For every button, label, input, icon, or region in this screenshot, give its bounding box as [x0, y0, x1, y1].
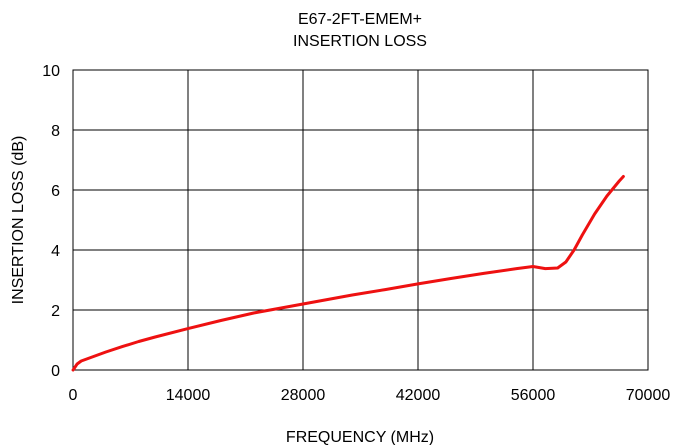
x-tick-label: 70000: [626, 387, 671, 404]
y-tick-label: 4: [51, 243, 60, 260]
y-tick-label: 2: [51, 303, 60, 320]
y-tick-label: 6: [51, 183, 60, 200]
x-tick-label: 0: [69, 387, 78, 404]
y-tick-label: 0: [51, 363, 60, 380]
x-tick-label: 56000: [511, 387, 556, 404]
chart-title-line2: INSERTION LOSS: [293, 33, 427, 50]
x-tick-label: 28000: [281, 387, 326, 404]
x-axis-label: FREQUENCY (MHz): [286, 429, 434, 445]
x-tick-label: 42000: [396, 387, 441, 404]
y-tick-label: 8: [51, 123, 60, 140]
tick-labels: 0 14000 28000 42000 56000 70000 0 2 4 6 8 10: [42, 63, 670, 404]
y-tick-label: 10: [42, 63, 60, 80]
insertion-loss-series-line: [71, 175, 625, 372]
chart-title-line1: E67-2FT-EMEM+: [298, 11, 422, 28]
series-lines: [71, 175, 625, 372]
x-tick-label: 14000: [166, 387, 211, 404]
y-axis-label: INSERTION LOSS (dB): [10, 136, 27, 305]
plot-frame: [72, 69, 649, 371]
grid-lines: [73, 70, 648, 370]
